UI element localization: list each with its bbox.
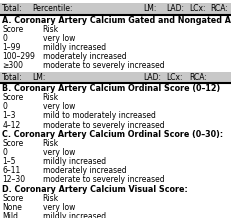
Text: Total:: Total: bbox=[2, 73, 23, 82]
Text: D. Coronary Artery Calcium Visual Score:: D. Coronary Artery Calcium Visual Score: bbox=[2, 185, 188, 194]
Text: Risk: Risk bbox=[43, 139, 59, 148]
Text: moderately increased: moderately increased bbox=[43, 52, 126, 61]
Text: 12–30: 12–30 bbox=[2, 175, 25, 184]
Text: 4–12: 4–12 bbox=[2, 121, 21, 129]
Text: ≥300: ≥300 bbox=[2, 61, 23, 70]
Text: Score: Score bbox=[2, 93, 24, 102]
Text: 100–299: 100–299 bbox=[2, 52, 35, 61]
Text: LM:: LM: bbox=[143, 4, 157, 14]
Text: Risk: Risk bbox=[43, 194, 59, 203]
Text: Score: Score bbox=[2, 194, 24, 203]
Text: moderate to severely increased: moderate to severely increased bbox=[43, 61, 164, 70]
Text: 0: 0 bbox=[2, 148, 7, 157]
Text: 1–5: 1–5 bbox=[2, 157, 16, 166]
Text: 1–99: 1–99 bbox=[2, 43, 21, 52]
Text: RCA:: RCA: bbox=[210, 4, 228, 14]
Text: LCx:: LCx: bbox=[189, 4, 206, 14]
Text: Risk: Risk bbox=[43, 25, 59, 34]
Text: mild to moderately increased: mild to moderately increased bbox=[43, 111, 156, 120]
Text: mildly increased: mildly increased bbox=[43, 212, 106, 218]
Text: very low: very low bbox=[43, 148, 75, 157]
Text: very low: very low bbox=[43, 203, 75, 212]
Text: Score: Score bbox=[2, 139, 24, 148]
Text: LAD:: LAD: bbox=[166, 4, 184, 14]
Text: None: None bbox=[2, 203, 22, 212]
Bar bbox=[0, 3, 231, 15]
Text: B. Coronary Artery Calcium Ordinal Score (0–12): B. Coronary Artery Calcium Ordinal Score… bbox=[2, 84, 221, 93]
Text: Total:: Total: bbox=[2, 4, 23, 14]
Text: 1–3: 1–3 bbox=[2, 111, 16, 120]
Text: mildly increased: mildly increased bbox=[43, 157, 106, 166]
Text: very low: very low bbox=[43, 34, 75, 43]
Text: LM:: LM: bbox=[32, 73, 46, 82]
Text: A. Coronary Artery Calcium Gated and Nongated Agatston score: A. Coronary Artery Calcium Gated and Non… bbox=[2, 16, 231, 25]
Text: 0: 0 bbox=[2, 102, 7, 111]
Text: RCA:: RCA: bbox=[189, 73, 207, 82]
Text: moderate to severely increased: moderate to severely increased bbox=[43, 121, 164, 129]
Text: Percentile:: Percentile: bbox=[32, 4, 73, 14]
Text: 6–11: 6–11 bbox=[2, 166, 21, 175]
Text: C. Coronary Artery Calcium Ordinal Score (0–30):: C. Coronary Artery Calcium Ordinal Score… bbox=[2, 130, 223, 139]
Bar bbox=[0, 72, 231, 83]
Text: Score: Score bbox=[2, 25, 24, 34]
Text: moderate to severely increased: moderate to severely increased bbox=[43, 175, 164, 184]
Text: Mild: Mild bbox=[2, 212, 18, 218]
Text: moderately increased: moderately increased bbox=[43, 166, 126, 175]
Text: LCx:: LCx: bbox=[166, 73, 183, 82]
Text: 0: 0 bbox=[2, 34, 7, 43]
Text: Risk: Risk bbox=[43, 93, 59, 102]
Text: very low: very low bbox=[43, 102, 75, 111]
Text: LAD:: LAD: bbox=[143, 73, 161, 82]
Text: mildly increased: mildly increased bbox=[43, 43, 106, 52]
